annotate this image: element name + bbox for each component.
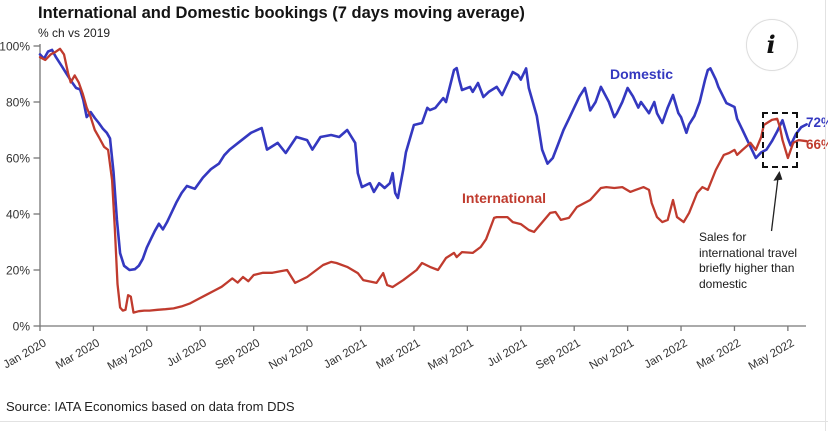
- y-tick-label: 40%: [6, 208, 30, 222]
- y-tick-label: 0%: [13, 320, 31, 334]
- x-tick-label: May 2021: [426, 337, 476, 373]
- x-tick-label: Mar 2020: [54, 337, 102, 372]
- series-line-domestic: [38, 48, 808, 272]
- annotation-arrow: [770, 171, 783, 232]
- chart-title: International and Domestic bookings (7 d…: [38, 4, 525, 22]
- card-bottom-border: [0, 421, 828, 422]
- info-button[interactable]: i: [746, 19, 798, 71]
- x-tick-label: Jul 2020: [165, 337, 209, 369]
- x-tick-label: Sep 2020: [214, 337, 263, 372]
- annotation-text: Sales for international travel briefly h…: [699, 230, 798, 291]
- source-text: Source: IATA Economics based on data fro…: [6, 399, 295, 414]
- x-tick-label: Jan 2022: [643, 337, 690, 371]
- x-tick-label: Mar 2022: [695, 337, 743, 372]
- x-tick-label: Nov 2020: [267, 337, 316, 372]
- y-axis-unit-label: % ch vs 2019: [38, 26, 111, 40]
- x-tick-label: Nov 2021: [587, 337, 636, 372]
- x-tick-label: May 2020: [106, 337, 156, 373]
- x-tick-label: Mar 2021: [374, 337, 422, 372]
- y-tick-label: 100%: [0, 40, 30, 54]
- end-value-international: 66%: [806, 137, 828, 152]
- end-value-domestic: 72%: [806, 115, 828, 130]
- card-right-border: [825, 0, 826, 431]
- x-tick-label: Jan 2021: [322, 337, 369, 371]
- info-icon: i: [766, 30, 776, 59]
- y-tick-label: 60%: [6, 152, 30, 166]
- series-label-domestic: Domestic: [610, 66, 674, 82]
- x-tick-label: Jan 2020: [2, 337, 49, 371]
- series-label-international: International: [462, 190, 547, 206]
- y-axis: 100% 80% 60% 40% 20% 0%: [0, 40, 41, 334]
- series-line-international: [38, 47, 808, 314]
- y-tick-label: 80%: [6, 96, 30, 110]
- x-tick-label: Jul 2021: [486, 337, 530, 369]
- x-tick-label: Sep 2021: [534, 337, 583, 372]
- highlight-box: [762, 112, 798, 168]
- y-tick-label: 20%: [6, 264, 30, 278]
- x-tick-label: May 2022: [747, 337, 797, 373]
- x-axis: Jan 2020 Mar 2020 May 2020 Jul 2020 Sep 2020…: [2, 325, 806, 373]
